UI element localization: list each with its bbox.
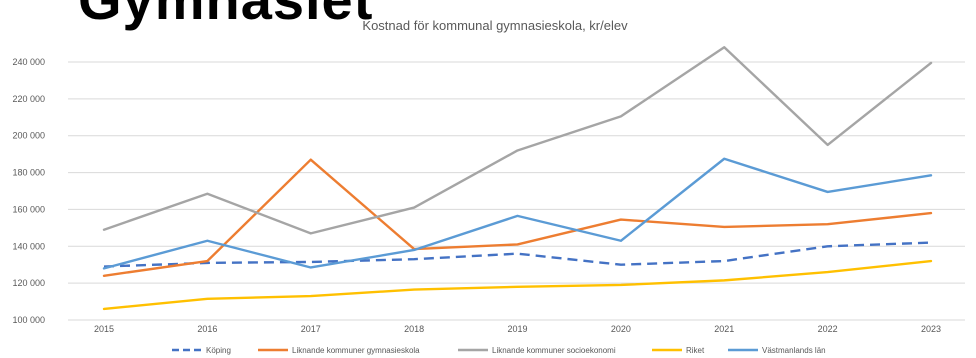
legend-label: Liknande kommuner gymnasieskola [292,346,420,355]
x-tick-label: 2020 [611,324,631,334]
chart-title: Kostnad för kommunal gymnasieskola, kr/e… [362,18,628,33]
series-line-5 [102,157,933,270]
y-axis-labels: 100 000 120 000 140 000 160 000 180 000 200 0… [12,57,45,325]
series-line-1 [103,241,932,268]
y-tick-label: 100 000 [12,315,45,325]
legend-label: Köping [206,346,231,355]
x-tick-label: 2015 [94,324,114,334]
series-line-2 [102,158,933,277]
x-tick-label: 2023 [921,324,941,334]
y-tick-label: 200 000 [12,131,45,141]
slide-title: Gymnasiet [78,0,373,28]
x-tick-label: 2018 [404,324,424,334]
legend-label: Västmanlands län [762,346,826,355]
x-axis-labels: 2015 2016 2017 2018 2019 2020 2021 2022 2023 [94,324,941,334]
y-tick-label: 140 000 [12,241,45,251]
x-tick-label: 2019 [507,324,527,334]
gridlines [68,61,965,321]
y-tick-label: 240 000 [12,57,45,67]
x-tick-label: 2016 [197,324,217,334]
y-tick-label: 120 000 [12,278,45,288]
series-group [102,46,933,311]
y-tick-label: 180 000 [12,168,45,178]
legend-label: Liknande kommuner socioekonomi [492,346,616,355]
series-line-3 [102,46,933,235]
legend-label: Riket [686,346,705,355]
y-tick-label: 220 000 [12,94,45,104]
legend: Köping Liknande kommuner gymnasieskola Lik… [172,346,826,355]
x-tick-label: 2017 [301,324,321,334]
x-tick-label: 2022 [818,324,838,334]
x-tick-label: 2021 [714,324,734,334]
y-tick-label: 160 000 [12,204,45,214]
series-line-4 [102,259,933,311]
